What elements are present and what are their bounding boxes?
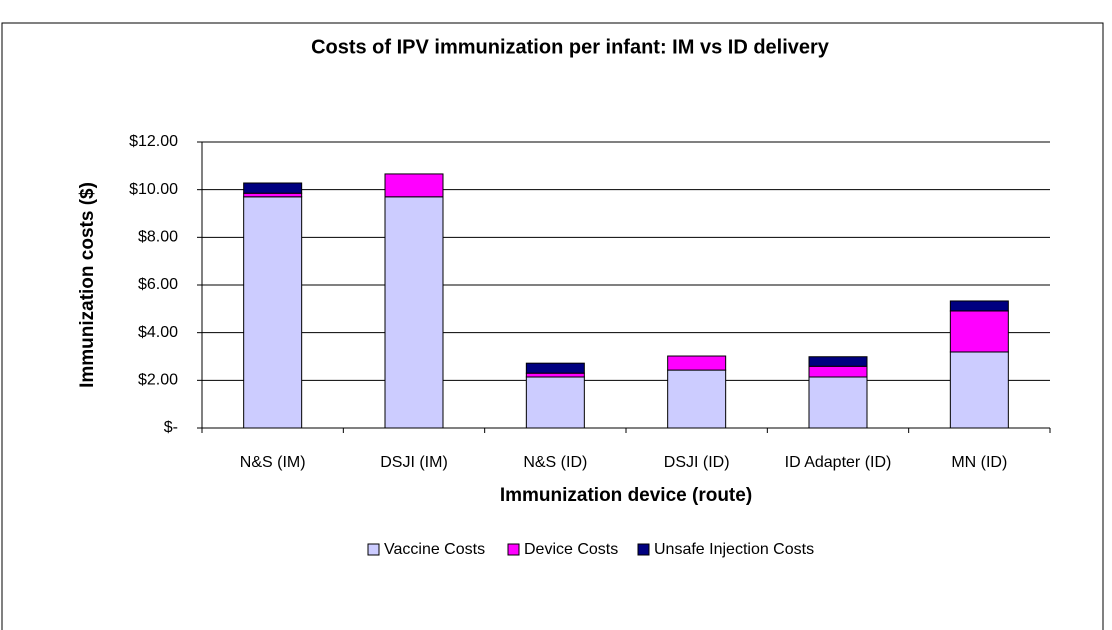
- y-tick-label: $6.00: [138, 276, 178, 293]
- bar-segment: [243, 182, 303, 194]
- chart-frame: [1, 22, 1104, 630]
- bar-segment: [243, 196, 303, 429]
- legend-label: Vaccine Costs: [384, 541, 485, 558]
- x-tick-label: ID Adapter (ID): [785, 454, 892, 471]
- bar-segment: [525, 362, 585, 374]
- x-axis-title: Immunization device (route): [500, 485, 752, 506]
- y-tick-label: $4.00: [138, 324, 178, 341]
- y-tick-label: $-: [164, 419, 178, 436]
- legend-swatch: [507, 543, 520, 556]
- bar-segment: [667, 355, 727, 371]
- bar-segment: [808, 356, 868, 367]
- legend-label: Device Costs: [524, 541, 618, 558]
- bar-segment: [949, 310, 1009, 353]
- bar-segment: [949, 300, 1009, 312]
- y-tick-label: $12.00: [129, 133, 178, 150]
- bar-segment: [384, 173, 444, 198]
- x-tick-label: N&S (IM): [240, 454, 306, 471]
- bar-segment: [808, 376, 868, 429]
- bar-segment: [243, 192, 303, 198]
- legend-swatch: [367, 543, 380, 556]
- chart-title: Costs of IPV immunization per infant: IM…: [311, 36, 830, 58]
- x-tick-label: MN (ID): [951, 454, 1007, 471]
- bar-segment: [667, 369, 727, 429]
- y-axis-title: Immunization costs ($): [77, 182, 98, 388]
- y-tick-label: $10.00: [129, 181, 178, 198]
- legend-swatch: [637, 543, 650, 556]
- x-tick-label: N&S (ID): [523, 454, 587, 471]
- bar-segment: [949, 351, 1009, 429]
- y-tick-label: $8.00: [138, 229, 178, 246]
- bar-segment: [808, 365, 868, 378]
- y-tick-label: $2.00: [138, 372, 178, 389]
- bar-segment: [384, 196, 444, 429]
- x-tick-label: DSJI (ID): [664, 454, 730, 471]
- bar-segment: [525, 372, 585, 378]
- bar-segment: [525, 376, 585, 429]
- x-tick-label: DSJI (IM): [380, 454, 448, 471]
- legend-label: Unsafe Injection Costs: [654, 541, 814, 558]
